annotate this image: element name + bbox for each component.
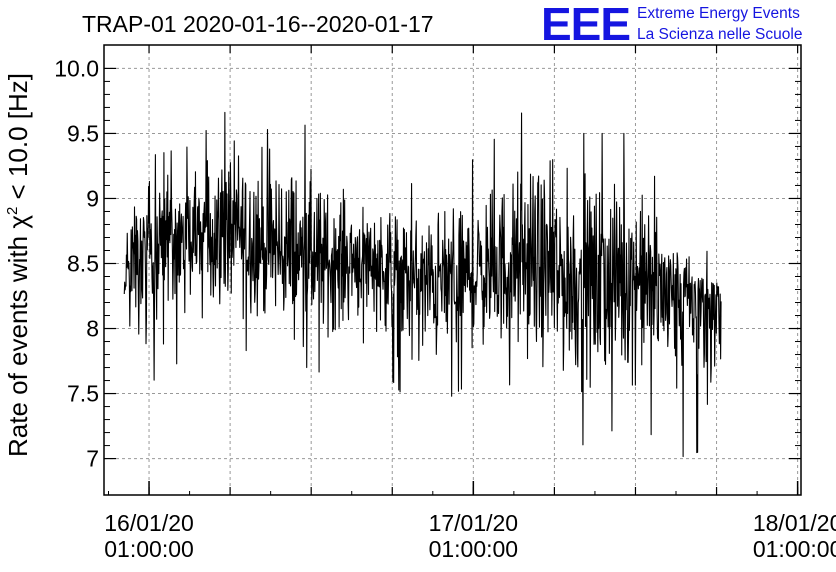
logo-mark: EEE <box>541 0 630 50</box>
plot-frame <box>103 44 802 496</box>
x-tick-label-date: 17/01/20 <box>429 510 519 536</box>
y-axis-label-chi: χ <box>3 215 33 229</box>
y-tick-labels: 7 7.5 8 8.5 9 9.5 10.0 <box>54 55 99 471</box>
y-tick-label: 9.5 <box>67 120 99 146</box>
y-axis-label-suffix: < 10.0 [Hz] <box>3 73 33 207</box>
y-tick-label: 8 <box>86 316 99 342</box>
y-axis-label-exponent: 2 <box>4 207 21 215</box>
x-tick-label-time: 01:00:00 <box>753 536 836 562</box>
series-rate <box>123 111 722 458</box>
chart-title: TRAP-01 2020-01-16--2020-01-17 <box>82 11 434 37</box>
x-tick-labels: 16/01/2001:00:0017/01/2001:00:0018/01/20… <box>104 510 836 562</box>
y-axis-label-prefix: Rate of events with <box>3 229 33 457</box>
y-axis-label: Rate of events with χ2 < 10.0 [Hz] <box>3 73 33 457</box>
eee-logo: EEE Extreme Energy Events La Scienza nel… <box>541 0 802 50</box>
y-tick-label: 8.5 <box>67 250 99 276</box>
x-tick-label-date: 16/01/20 <box>104 510 194 536</box>
logo-line-1: Extreme Energy Events <box>637 5 800 22</box>
x-tick-label-time: 01:00:00 <box>429 536 519 562</box>
x-tick-label-time: 01:00:00 <box>104 536 194 562</box>
axis-ticks <box>104 45 801 495</box>
logo-line-2: La Scienza nelle Scuole <box>637 26 802 43</box>
plot-border <box>103 44 802 496</box>
y-tick-label: 9 <box>86 185 99 211</box>
y-tick-label: 7 <box>86 446 99 472</box>
series-line <box>123 111 722 458</box>
y-tick-label: 7.5 <box>67 381 99 407</box>
x-tick-label-date: 18/01/20 <box>753 510 836 536</box>
y-tick-label: 10.0 <box>54 55 99 81</box>
